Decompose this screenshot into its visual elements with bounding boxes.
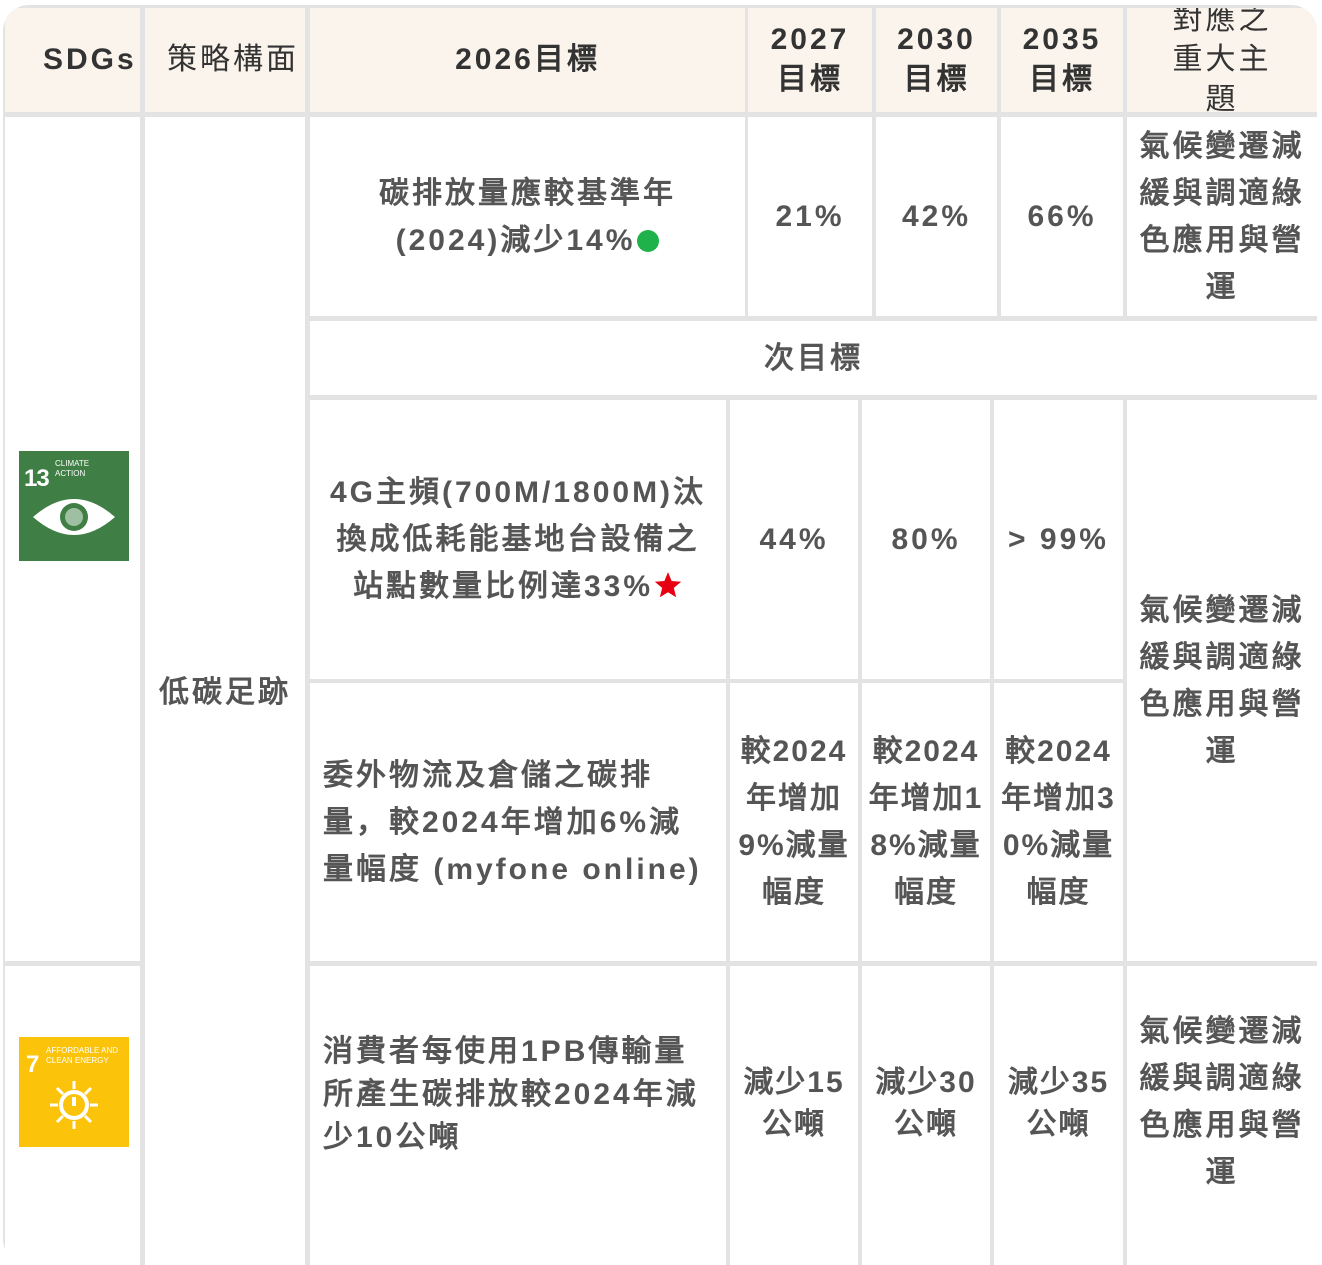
header-text: 策略構面 [167, 43, 299, 76]
goal-cell: 消費者每使用1PB傳輸量所產生碳排放較2024年減少10公噸 [310, 966, 726, 1265]
target-text: 21% [775, 200, 845, 233]
target-cell: 減少30公噸 [862, 966, 990, 1265]
goal-text: 碳排放量應較基準年(2024)減少14% [379, 176, 676, 257]
table: SDGs 策略構面 2026目標 2027目標 2030目標 2035目標 對應… [3, 5, 1317, 1265]
target-cell: 較2024年增加30%減量幅度 [994, 683, 1123, 961]
sdg13-icon: 13 CLIMATE ACTION [19, 451, 129, 561]
target-text: 減少30公噸 [875, 1066, 977, 1141]
header-text: 2027目標 [770, 23, 850, 96]
sdg7-icon: 7 AFFORDABLE AND CLEAN ENERGY [19, 1037, 129, 1147]
target-text: 減少35公噸 [1007, 1066, 1110, 1141]
sun-icon [50, 1081, 98, 1129]
target-text: 較2024年增加9%減量幅度 [738, 735, 850, 909]
goal-text: 4G主頻(700M/1800M)汰換成低耗能基地台設備之站點數量比例達33% [329, 476, 707, 603]
target-cell: 減少15公噸 [730, 966, 858, 1265]
target-text: > 99% [1008, 523, 1109, 556]
eye-icon [33, 499, 115, 535]
target-text: 較2024年增加30%減量幅度 [1001, 735, 1116, 909]
sdg-label: AFFORDABLE AND CLEAN ENERGY [46, 1046, 119, 1065]
target-cell: 66% [1001, 117, 1123, 316]
header-text: 對應之重大主題 [1172, 8, 1272, 112]
target-cell: 44% [730, 400, 858, 679]
target-cell: 80% [862, 400, 990, 679]
target-text: 66% [1027, 200, 1097, 233]
target-cell: 較2024年增加9%減量幅度 [730, 683, 858, 961]
target-cell: 21% [748, 117, 872, 316]
subgoal-label: 次目標 [764, 341, 863, 375]
header-text: 2035目標 [1022, 23, 1102, 96]
strategy-cell: 低碳足跡 [145, 117, 305, 1265]
target-text: 42% [901, 200, 972, 233]
target-cell: 減少35公噸 [994, 966, 1123, 1265]
goal-text: 消費者每使用1PB傳輸量所產生碳排放較2024年減少10公噸 [323, 1035, 699, 1154]
header-text: 2026目標 [455, 43, 600, 76]
sdg-label: CLIMATE ACTION [55, 459, 90, 478]
topic-cell: 氣候變遷減緩與調適綠色應用與營運 [1127, 400, 1317, 961]
header-cell: SDGs [5, 8, 140, 112]
goal-text: 委外物流及倉儲之碳排量，較2024年增加6%減量幅度 (myfone onlin… [323, 758, 702, 886]
target-text: 減少15公噸 [743, 1066, 845, 1141]
target-text: 較2024年增加18%減量幅度 [868, 735, 984, 909]
topic-text: 氣候變遷減緩與調適綠色應用與營運 [1139, 593, 1305, 768]
topic-text: 氣候變遷減緩與調適綠色應用與營運 [1139, 129, 1305, 304]
goal-cell: 委外物流及倉儲之碳排量，較2024年增加6%減量幅度 (myfone onlin… [310, 683, 726, 961]
green-dot [637, 229, 660, 252]
strategy-text: 低碳足跡 [159, 675, 291, 709]
header-cell: 2026目標 [310, 8, 745, 112]
topic-text: 氣候變遷減緩與調適綠色應用與營運 [1139, 1015, 1305, 1189]
header-text: 2030目標 [897, 23, 976, 96]
target-cell: 42% [876, 117, 997, 316]
target-text: 80% [891, 523, 961, 556]
sdg-number: 7 [26, 1051, 43, 1078]
target-cell: > 99% [994, 400, 1123, 679]
header-text: SDGs [43, 43, 137, 76]
header-cell: 策略構面 [145, 8, 305, 112]
goal-cell: 碳排放量應較基準年(2024)減少14% [310, 117, 745, 316]
goal-cell: 4G主頻(700M/1800M)汰換成低耗能基地台設備之站點數量比例達33% [310, 400, 726, 679]
header-cell: 2035目標 [1001, 8, 1123, 112]
topic-cell: 氣候變遷減緩與調適綠色應用與營運 [1127, 966, 1317, 1265]
sdg-cell: 13 CLIMATE ACTION [5, 117, 140, 961]
header-cell: 2030目標 [876, 8, 997, 112]
subgoal-label-cell: 次目標 [310, 321, 1317, 395]
header-cell: 2027目標 [748, 8, 872, 112]
red-star [654, 572, 682, 598]
target-cell: 較2024年增加18%減量幅度 [862, 683, 990, 961]
topic-cell: 氣候變遷減緩與調適綠色應用與營運 [1127, 117, 1317, 316]
target-text: 44% [759, 523, 829, 556]
sdg-number: 13 [24, 465, 50, 492]
sdg-cell: 7 AFFORDABLE AND CLEAN ENERGY [5, 966, 140, 1265]
header-cell: 對應之重大主題 [1127, 8, 1317, 112]
